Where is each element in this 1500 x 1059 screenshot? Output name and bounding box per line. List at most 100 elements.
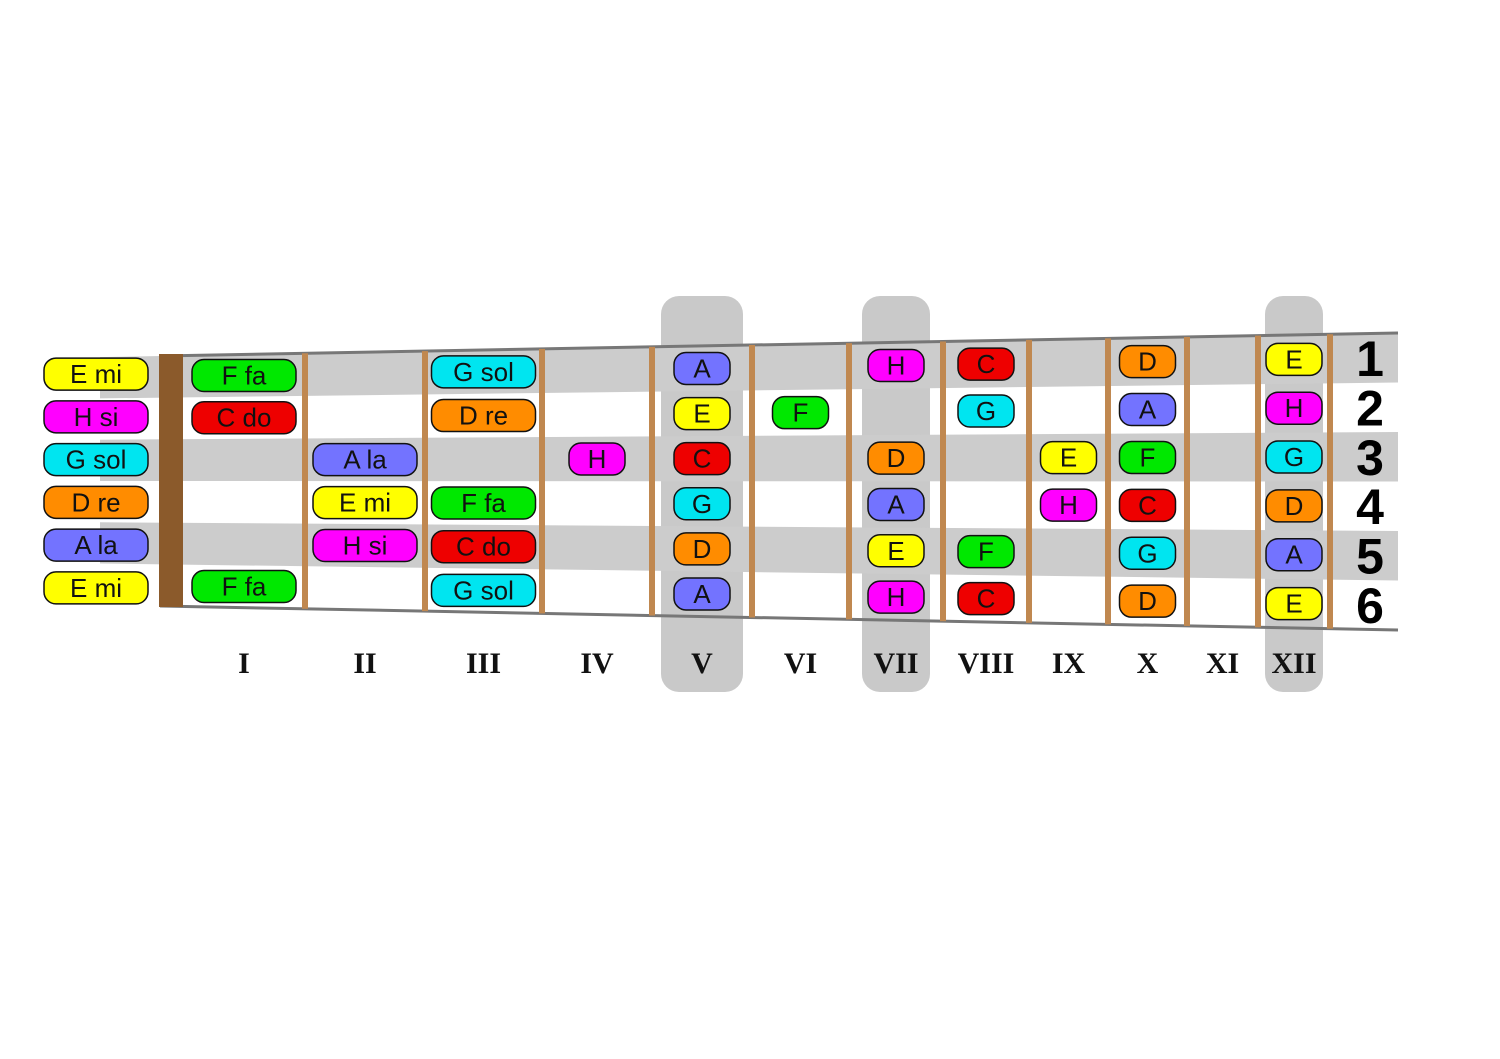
- open-note-string-3-label: G sol: [66, 445, 127, 475]
- note-fret-12-string-3-label: G: [1284, 442, 1304, 472]
- note-fret-3-string-2: D re: [430, 398, 537, 433]
- note-fret-1-string-2-label: C do: [217, 403, 272, 433]
- note-fret-12-string-3: G: [1265, 440, 1323, 474]
- note-fret-6-string-2-label: F: [793, 398, 809, 428]
- note-fret-8-string-6-label: C: [977, 584, 996, 614]
- note-fret-5-string-2-label: E: [693, 399, 710, 429]
- open-note-string-5-label: A la: [74, 530, 118, 560]
- note-fret-5-string-6: A: [673, 577, 731, 611]
- note-fret-4-string-3: H: [568, 442, 626, 476]
- note-fret-5-string-3-pill: [673, 441, 731, 476]
- note-fret-3-string-4-label: F fa: [461, 488, 506, 518]
- note-fret-5-string-3-label: C: [693, 444, 712, 474]
- note-fret-1-string-6-label: F fa: [222, 572, 267, 602]
- note-fret-4-string-3-pill: [568, 442, 626, 476]
- note-fret-1-string-2-pill: [191, 400, 297, 435]
- nut: [159, 354, 183, 607]
- open-note-string-1-label: E mi: [70, 359, 122, 389]
- open-note-string-4-label: D re: [71, 487, 120, 517]
- note-fret-10-string-1: D: [1118, 344, 1177, 379]
- note-fret-10-string-3-label: F: [1140, 442, 1156, 472]
- note-fret-6-string-2: F: [771, 395, 830, 430]
- note-fret-3-string-6-label: G sol: [453, 575, 514, 605]
- note-fret-10-string-5-pill: [1118, 536, 1177, 571]
- note-fret-7-string-3-pill: [867, 441, 925, 475]
- note-fret-7-string-3: D: [867, 441, 925, 475]
- fret-wire-10: [1184, 336, 1190, 626]
- note-fret-3-string-4: F fa: [430, 486, 537, 520]
- note-fret-10-string-1-pill: [1118, 344, 1177, 379]
- fret-wire-7: [940, 341, 946, 622]
- fret-label-7: VII: [873, 647, 918, 680]
- note-fret-12-string-1-label: E: [1285, 344, 1302, 374]
- note-fret-12-string-6-label: E: [1285, 589, 1302, 619]
- note-fret-10-string-4-pill: [1118, 488, 1177, 523]
- note-fret-10-string-1-label: D: [1138, 347, 1157, 377]
- note-fret-1-string-1-pill: [191, 358, 297, 393]
- note-fret-6-string-2-pill: [771, 395, 830, 430]
- note-fret-8-string-6-pill: [957, 581, 1015, 616]
- note-fret-8-string-1-pill: [957, 347, 1015, 381]
- note-fret-12-string-5-label: A: [1285, 540, 1303, 570]
- fret-wire-5: [749, 345, 755, 618]
- board-bottom-edge: [159, 604, 1399, 632]
- note-fret-1-string-6: F fa: [191, 569, 297, 604]
- note-fret-1-string-2: C do: [191, 400, 297, 435]
- fret-label-10: X: [1137, 647, 1159, 680]
- note-fret-5-string-2-pill: [673, 396, 731, 431]
- note-fret-10-string-4: C: [1118, 488, 1177, 523]
- fret-label-12: XII: [1271, 647, 1316, 680]
- note-fret-12-string-1: E: [1265, 342, 1323, 377]
- fret-label-9: IX: [1052, 647, 1086, 680]
- note-fret-3-string-2-pill: [430, 398, 537, 433]
- note-fret-12-string-2-label: H: [1285, 393, 1304, 423]
- board-top-edge: [159, 331, 1399, 358]
- note-fret-8-string-5-pill: [957, 534, 1015, 569]
- note-fret-5-string-2: E: [673, 396, 731, 431]
- note-fret-7-string-1: H: [867, 348, 925, 383]
- note-fret-3-string-6-pill: [430, 573, 537, 608]
- note-fret-12-string-3-pill: [1265, 440, 1323, 474]
- note-fret-2-string-3-pill: [312, 442, 418, 477]
- note-fret-5-string-5: D: [673, 532, 731, 566]
- note-fret-2-string-4-label: E mi: [339, 488, 391, 518]
- fret-wire-8: [1026, 339, 1032, 623]
- fret-wires: [302, 334, 1333, 629]
- note-fret-1-string-6-pill: [191, 569, 297, 604]
- string-number-5: 5: [1356, 528, 1384, 584]
- note-fret-2-string-3: A la: [312, 442, 418, 477]
- note-fret-10-string-5-label: G: [1137, 538, 1157, 568]
- open-note-string-1: E mi: [43, 357, 149, 391]
- note-fret-5-string-6-label: A: [693, 579, 711, 609]
- note-fret-7-string-4-label: A: [887, 489, 905, 519]
- note-fret-7-string-4: A: [867, 487, 925, 522]
- note-fret-7-string-6: H: [867, 580, 925, 614]
- fret-label-2: II: [353, 647, 376, 680]
- note-fret-2-string-4-pill: [312, 485, 418, 520]
- note-fret-5-string-4-label: G: [692, 489, 712, 519]
- note-fret-3-string-4-pill: [430, 486, 537, 520]
- note-fret-3-string-6: G sol: [430, 573, 537, 608]
- fret-label-6: VI: [784, 647, 817, 680]
- note-fret-2-string-5-label: H si: [343, 531, 388, 561]
- fret-wire-12: [1327, 334, 1333, 629]
- open-note-string-2-label: H si: [74, 402, 119, 432]
- open-note-string-6-label: E mi: [70, 573, 122, 603]
- note-fret-10-string-5: G: [1118, 536, 1177, 571]
- fret-label-5: V: [691, 647, 713, 680]
- note-fret-12-string-2-pill: [1265, 391, 1323, 425]
- note-fret-12-string-6: E: [1265, 586, 1323, 621]
- open-note-string-6: E mi: [43, 571, 149, 605]
- note-fret-3-string-1: G sol: [430, 355, 537, 389]
- note-fret-8-string-1-label: C: [977, 349, 996, 379]
- fret-label-11: XI: [1206, 647, 1239, 680]
- note-fret-10-string-2-pill: [1118, 392, 1177, 427]
- note-fret-10-string-3-pill: [1118, 440, 1177, 475]
- note-fret-12-string-5: A: [1265, 537, 1323, 572]
- open-note-string-1-pill: [43, 357, 149, 391]
- note-fret-10-string-4-label: C: [1138, 490, 1157, 520]
- fret-wire-9: [1105, 338, 1111, 625]
- note-fret-12-string-4-label: D: [1285, 491, 1304, 521]
